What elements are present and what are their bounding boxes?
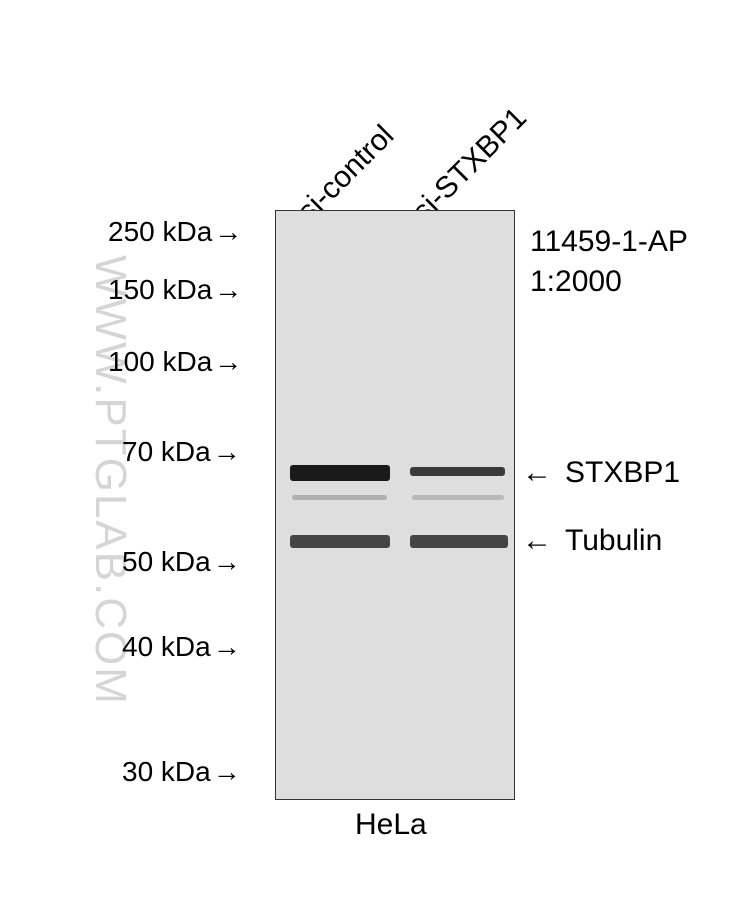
arrow-left-icon: ← — [522, 456, 552, 490]
arrow-right-icon: → — [213, 631, 241, 663]
band-tubulin-lane0 — [290, 535, 390, 548]
ladder-150: 150 kDa→ — [108, 274, 242, 306]
ladder-40: 40 kDa→ — [122, 631, 241, 663]
dilution-label: 1:2000 — [530, 265, 622, 299]
arrow-right-icon: → — [213, 756, 241, 788]
figure-container: WWW.PTGLAB.COM si-control si-STXBP1 250 … — [0, 0, 736, 903]
band-stxbp1-lane1 — [410, 467, 505, 476]
ladder-text: 100 kDa — [108, 346, 212, 377]
ladder-250: 250 kDa→ — [108, 216, 242, 248]
arrow-left-icon: ← — [522, 524, 552, 558]
arrow-right-icon: → — [214, 346, 242, 378]
band-faint-lane1 — [412, 495, 504, 500]
ladder-100: 100 kDa→ — [108, 346, 242, 378]
ladder-30: 30 kDa→ — [122, 756, 241, 788]
band-faint-lane0 — [292, 495, 387, 500]
arrow-right-icon: → — [213, 546, 241, 578]
arrow-right-icon: → — [214, 216, 242, 248]
arrow-right-icon: → — [214, 274, 242, 306]
ladder-text: 150 kDa — [108, 274, 212, 305]
antibody-id-label: 11459-1-AP — [530, 225, 688, 259]
band-tubulin-lane1 — [410, 535, 508, 548]
ladder-text: 30 kDa — [122, 756, 211, 787]
arrow-right-icon: → — [213, 436, 241, 468]
ladder-text: 40 kDa — [122, 631, 211, 662]
target-label-tubulin: Tubulin — [565, 524, 662, 558]
ladder-50: 50 kDa→ — [122, 546, 241, 578]
ladder-text: 70 kDa — [122, 436, 211, 467]
band-stxbp1-lane0 — [290, 465, 390, 481]
ladder-text: 50 kDa — [122, 546, 211, 577]
ladder-70: 70 kDa→ — [122, 436, 241, 468]
cell-line-label: HeLa — [355, 808, 427, 842]
target-label-stxbp1: STXBP1 — [565, 456, 680, 490]
blot-membrane — [275, 210, 515, 800]
ladder-text: 250 kDa — [108, 216, 212, 247]
